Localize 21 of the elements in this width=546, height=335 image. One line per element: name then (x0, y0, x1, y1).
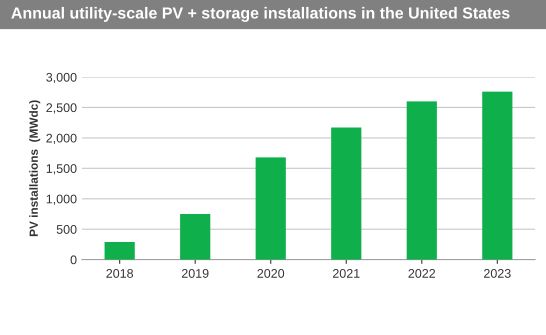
y-axis-title: PV installations (MWdc) (29, 100, 40, 236)
y-tick-label: 500 (56, 224, 77, 234)
chart-title: Annual utility-scale PV + storage installations in the United States (11, 6, 510, 22)
y-tick-label: 3,000 (46, 72, 77, 84)
x-tick-label: 2022 (408, 268, 436, 278)
x-tick-label: 2021 (332, 268, 360, 278)
y-tick-label: 1,500 (46, 164, 77, 174)
x-tick-label: 2020 (257, 268, 284, 278)
bar (331, 128, 362, 260)
y-tick-label: 1,000 (46, 194, 77, 205)
y-tick-label: 2,000 (46, 134, 77, 144)
bar (406, 101, 437, 260)
bar (256, 157, 286, 260)
bar (180, 214, 210, 260)
y-tick-label: 2,500 (46, 103, 77, 114)
x-tick-label: 2019 (182, 268, 209, 278)
x-tick-label: 2023 (484, 268, 511, 278)
y-tick-label: 0 (70, 255, 77, 264)
x-tick-label: 2018 (106, 268, 134, 278)
bar (482, 92, 512, 260)
bar (104, 242, 135, 260)
